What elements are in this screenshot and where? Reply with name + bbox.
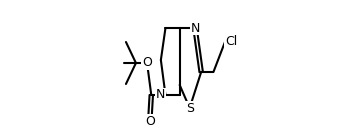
- Text: Cl: Cl: [225, 36, 237, 48]
- Text: O: O: [142, 56, 152, 70]
- Text: O: O: [145, 115, 155, 128]
- Text: N: N: [190, 22, 200, 34]
- Text: N: N: [156, 88, 165, 102]
- Text: S: S: [186, 102, 194, 114]
